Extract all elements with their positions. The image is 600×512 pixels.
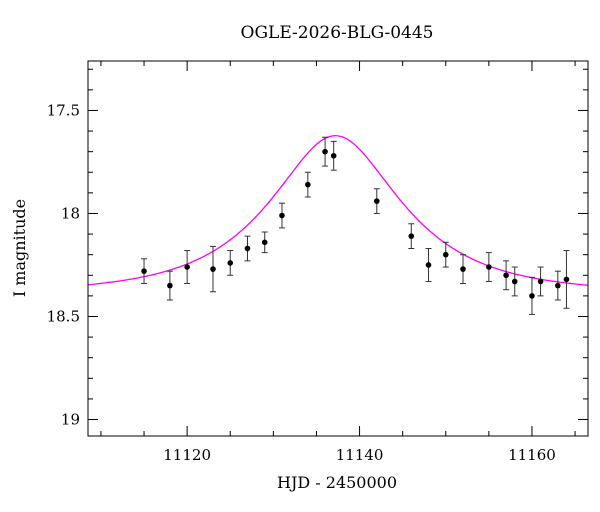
data-marker	[167, 282, 173, 289]
x-tick-label: 11140	[336, 446, 384, 464]
data-marker	[305, 181, 311, 188]
data-marker	[373, 198, 380, 204]
data-point	[304, 171, 311, 198]
y-tick-label: 18.5	[47, 307, 80, 325]
y-tick-label: 18	[61, 204, 80, 222]
data-point	[210, 245, 216, 293]
data-point	[227, 250, 234, 276]
data-marker	[244, 245, 251, 252]
data-point	[408, 223, 415, 249]
data-marker	[442, 251, 449, 258]
data-point	[330, 140, 337, 171]
data-marker	[511, 278, 518, 285]
chart-title: OGLE-2026-BLG-0445	[241, 23, 434, 43]
data-marker	[279, 212, 285, 219]
data-point	[184, 250, 191, 285]
data-marker	[503, 272, 509, 279]
data-point	[261, 231, 268, 254]
data-marker	[210, 266, 216, 272]
data-point	[503, 260, 510, 291]
data-point	[537, 266, 544, 297]
data-point	[511, 266, 518, 297]
data-point	[373, 188, 380, 214]
data-marker	[537, 278, 544, 285]
data-point	[528, 276, 535, 315]
data-marker	[322, 148, 328, 155]
data-point	[563, 250, 570, 309]
data-point	[278, 202, 285, 229]
x-axis-label: HJD - 2450000	[277, 473, 397, 492]
data-marker	[261, 239, 268, 246]
data-point	[244, 235, 251, 262]
data-point	[442, 241, 449, 268]
data-marker	[408, 233, 415, 239]
data-point	[141, 258, 148, 285]
x-tick-label: 11160	[508, 446, 556, 464]
data-point	[554, 270, 561, 301]
data-marker	[486, 264, 492, 270]
axis-ticks	[88, 61, 588, 436]
data-marker	[555, 282, 561, 289]
data-marker	[460, 266, 466, 272]
tick-labels: 11120 11140 11160 17.5 18 18.5 19	[47, 101, 556, 464]
y-tick-label: 17.5	[47, 101, 80, 119]
data-points	[141, 136, 570, 315]
x-tick-label: 11120	[163, 446, 211, 464]
data-point	[322, 136, 329, 167]
data-marker	[141, 268, 147, 274]
plot-frame	[87, 60, 589, 437]
data-marker	[563, 276, 570, 283]
model-fit-curve	[88, 135, 588, 286]
data-point	[425, 248, 432, 282]
y-axis-label: I magnitude	[10, 199, 29, 297]
data-point	[460, 254, 466, 285]
data-point	[485, 252, 492, 282]
y-tick-label: 19	[61, 411, 80, 429]
data-marker	[330, 152, 337, 159]
data-marker	[425, 262, 432, 268]
data-point	[166, 270, 173, 301]
data-marker	[184, 264, 190, 270]
data-marker	[227, 260, 234, 266]
data-marker	[529, 293, 535, 299]
